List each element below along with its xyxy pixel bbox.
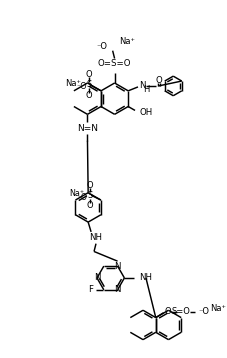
Text: Na⁺: Na⁺ bbox=[119, 37, 135, 46]
Text: N: N bbox=[93, 274, 100, 282]
Text: ⁻O: ⁻O bbox=[96, 42, 107, 51]
Text: N: N bbox=[114, 262, 120, 271]
Text: N: N bbox=[138, 81, 145, 91]
Text: Na⁺: Na⁺ bbox=[209, 304, 225, 313]
Text: ⁻O: ⁻O bbox=[76, 82, 87, 91]
Text: OH: OH bbox=[139, 108, 153, 117]
Text: N: N bbox=[114, 285, 120, 294]
Text: O: O bbox=[86, 202, 93, 211]
Text: O: O bbox=[163, 307, 170, 316]
Text: Na⁺: Na⁺ bbox=[69, 189, 84, 198]
Text: O: O bbox=[86, 91, 92, 100]
Text: ⁻O: ⁻O bbox=[77, 193, 87, 202]
Text: O=S=O: O=S=O bbox=[97, 59, 131, 68]
Text: S: S bbox=[86, 81, 91, 90]
Text: H: H bbox=[142, 85, 148, 95]
Text: ⁻O: ⁻O bbox=[198, 307, 209, 316]
Text: S=O: S=O bbox=[171, 307, 190, 316]
Text: NH: NH bbox=[138, 274, 151, 282]
Text: O: O bbox=[86, 70, 92, 79]
Text: O: O bbox=[155, 76, 161, 84]
Text: S: S bbox=[87, 191, 92, 200]
Text: N=N: N=N bbox=[77, 124, 98, 132]
Text: Na⁺: Na⁺ bbox=[65, 78, 81, 87]
Text: O: O bbox=[86, 181, 93, 190]
Text: NH: NH bbox=[89, 233, 102, 242]
Text: F: F bbox=[88, 285, 93, 294]
